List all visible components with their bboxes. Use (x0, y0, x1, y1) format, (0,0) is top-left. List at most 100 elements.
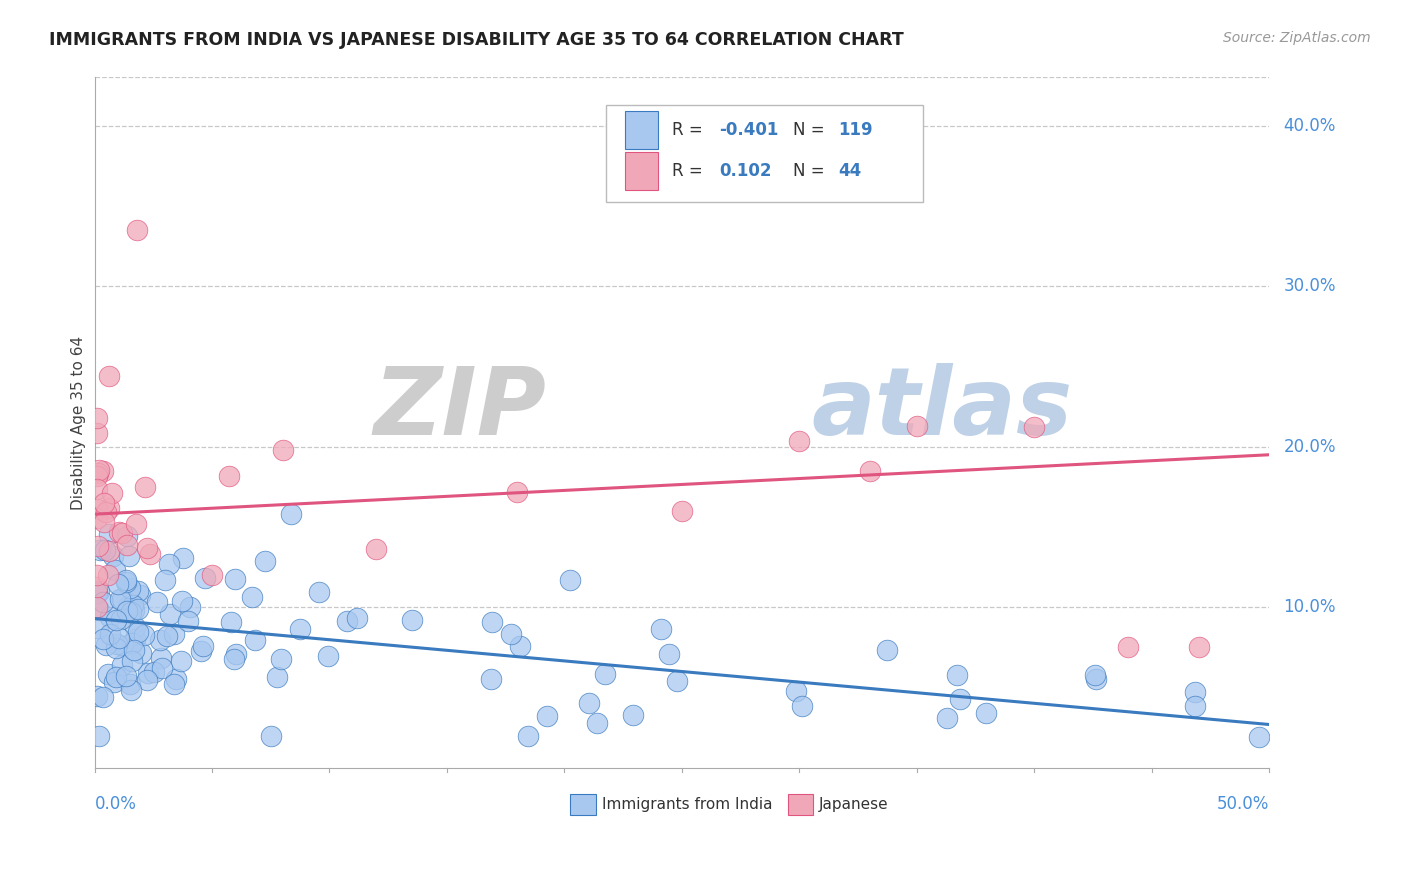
Point (974, 706, 997, 721)
Point (150, 661, 173, 675)
Point (93, 516, 115, 530)
Point (111, 658, 134, 673)
Point (86, 425, 108, 440)
Point (401, 613, 423, 627)
Point (105, 637, 128, 651)
Point (240, 590, 263, 604)
Point (135, 541, 157, 555)
Point (366, 542, 388, 557)
Point (1184, 685, 1206, 699)
Text: IMMIGRANTS FROM INDIA VS JAPANESE DISABILITY AGE 35 TO 64 CORRELATION CHART: IMMIGRANTS FROM INDIA VS JAPANESE DISABI… (49, 31, 904, 49)
Point (87, 621, 110, 635)
Text: -0.401: -0.401 (720, 120, 779, 138)
Point (905, 418, 928, 433)
Point (127, 602, 149, 616)
Point (190, 644, 212, 658)
Point (876, 643, 898, 657)
Point (146, 595, 169, 609)
Text: Immigrants from India: Immigrants from India (602, 797, 772, 812)
Point (501, 626, 523, 640)
Point (120, 605, 142, 619)
Point (516, 729, 538, 743)
Point (101, 486, 124, 500)
Point (139, 547, 162, 561)
Point (87, 583, 110, 598)
Point (124, 620, 146, 634)
Point (479, 672, 502, 686)
Point (650, 623, 672, 637)
Point (86, 510, 108, 524)
Point (125, 517, 148, 532)
Point (127, 584, 149, 599)
Point (1184, 698, 1206, 713)
Point (177, 614, 200, 628)
Text: R =: R = (672, 162, 709, 180)
Text: R =: R = (672, 120, 709, 138)
Point (97, 500, 120, 515)
Point (86, 690, 108, 704)
Point (1024, 420, 1046, 434)
Point (93, 496, 115, 510)
Point (111, 526, 134, 541)
Text: 20.0%: 20.0% (1284, 438, 1336, 456)
Point (115, 575, 138, 590)
FancyBboxPatch shape (606, 105, 922, 202)
Point (558, 573, 581, 587)
Text: N =: N = (793, 162, 831, 180)
Point (218, 468, 240, 483)
Point (86, 586, 108, 600)
Point (1188, 640, 1211, 655)
Point (108, 592, 131, 607)
Point (122, 603, 145, 617)
Point (110, 612, 132, 626)
Point (86, 580, 108, 594)
Point (121, 598, 143, 612)
Point (103, 674, 125, 689)
Point (156, 629, 179, 643)
Point (159, 607, 181, 621)
Point (790, 699, 813, 714)
Point (138, 666, 160, 681)
Point (153, 573, 176, 587)
Point (536, 709, 558, 723)
Point (785, 684, 807, 698)
Point (163, 626, 186, 640)
Point (260, 729, 283, 743)
Point (336, 614, 359, 628)
Point (108, 524, 131, 539)
Point (91, 690, 114, 704)
Point (101, 549, 124, 563)
Point (245, 632, 267, 647)
Point (98, 610, 121, 624)
Point (96, 638, 118, 652)
Text: 0.0%: 0.0% (94, 796, 136, 814)
Point (86, 482, 108, 496)
Point (290, 622, 312, 636)
Point (97, 526, 120, 541)
Point (96, 505, 118, 519)
Point (111, 592, 134, 607)
Point (86, 600, 108, 615)
Point (124, 632, 146, 646)
Text: 40.0%: 40.0% (1284, 117, 1336, 135)
Point (658, 647, 681, 661)
Bar (571, 794, 596, 814)
Point (148, 633, 170, 648)
Text: 44: 44 (838, 162, 862, 180)
Point (270, 652, 292, 666)
Point (578, 696, 600, 710)
Point (1247, 730, 1270, 744)
Text: 50.0%: 50.0% (1216, 796, 1270, 814)
Point (105, 641, 128, 656)
Point (86, 540, 108, 554)
Point (108, 631, 131, 645)
Point (142, 665, 165, 679)
Point (222, 651, 245, 665)
Point (859, 464, 882, 478)
Point (118, 677, 141, 691)
Text: 119: 119 (838, 120, 873, 138)
Point (1084, 672, 1107, 686)
Point (585, 715, 607, 730)
Point (127, 625, 149, 640)
Point (219, 615, 242, 629)
